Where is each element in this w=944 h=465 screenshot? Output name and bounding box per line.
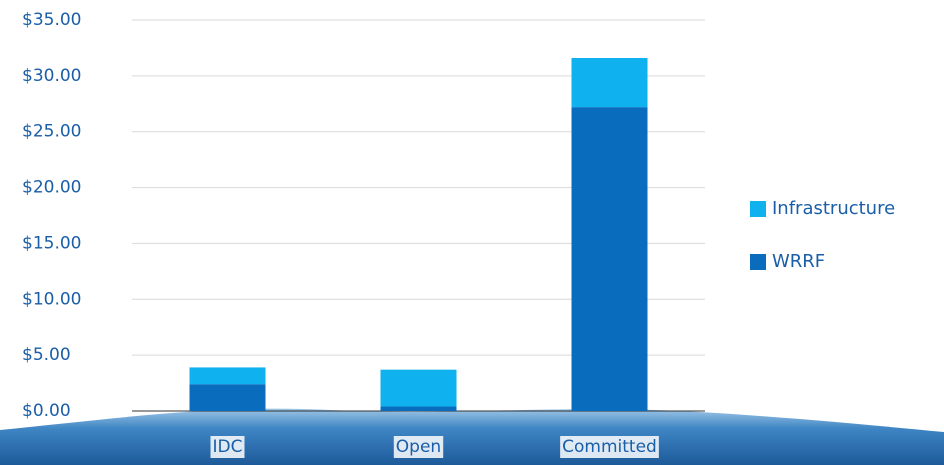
y-tick-label: $30.00: [22, 66, 81, 86]
legend-swatch: [750, 254, 766, 270]
y-tick-label: $20.00: [22, 178, 81, 198]
label-background: [393, 436, 444, 458]
water-background: [0, 408, 944, 465]
y-tick-label: $0.00: [22, 401, 71, 421]
bar-segment: [189, 384, 266, 411]
y-tick-label: $10.00: [22, 289, 81, 309]
x-tick-label: Open: [396, 437, 441, 457]
legend-label: WRRF: [772, 251, 825, 272]
bar-segment: [189, 367, 266, 385]
bar-segment: [380, 406, 457, 411]
label-background: [560, 436, 659, 458]
x-tick-label: Committed: [562, 437, 657, 457]
bar-segment: [571, 107, 648, 411]
y-tick-label: $35.00: [22, 10, 81, 30]
legend-swatch: [750, 201, 766, 217]
bar-segment: [380, 369, 457, 407]
x-tick-label: IDC: [213, 437, 243, 457]
y-tick-label: $15.00: [22, 233, 81, 253]
y-tick-label: $5.00: [22, 345, 71, 365]
y-tick-label: $25.00: [22, 122, 81, 142]
legend-label: Infrastructure: [772, 198, 895, 219]
bar-segment: [571, 57, 648, 108]
label-background: [210, 436, 245, 458]
